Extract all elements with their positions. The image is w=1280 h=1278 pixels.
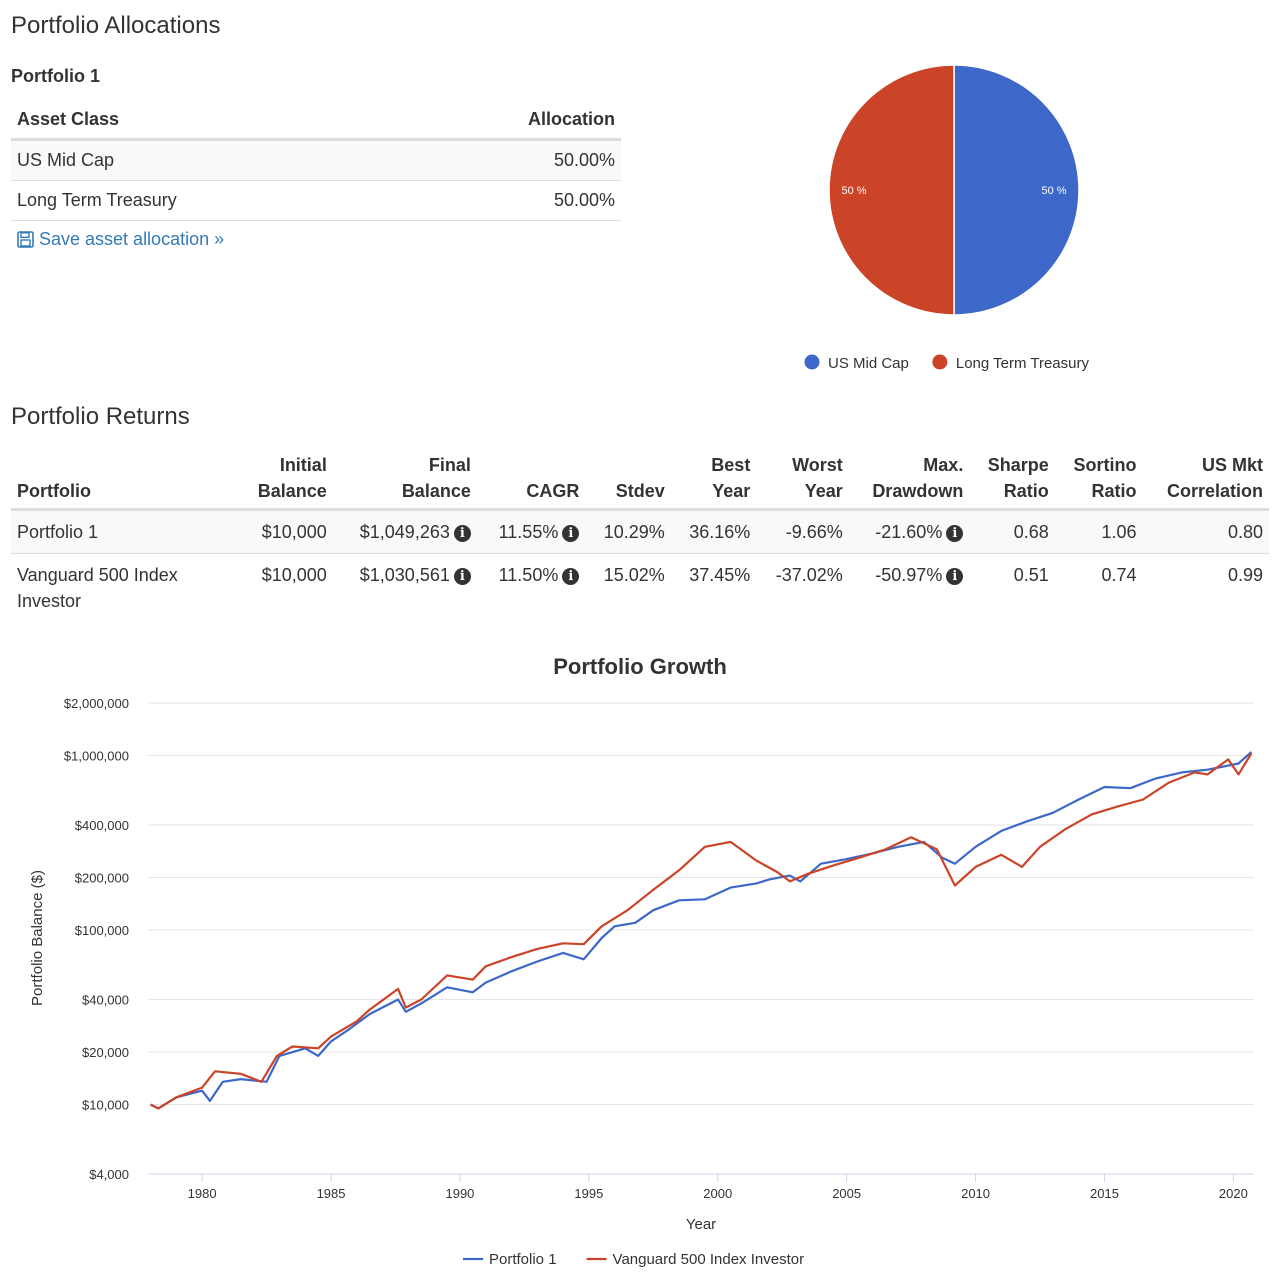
legend-marker: [932, 354, 948, 370]
chart-title: Portfolio Growth: [553, 654, 727, 679]
x-tick-label: 2000: [703, 1186, 732, 1201]
cagr-cell: 11.55% i: [476, 509, 586, 554]
sortino-cell: 0.74: [1101, 565, 1137, 585]
portfolio-cell: Vanguard 500 Index Investor: [17, 565, 178, 611]
pie-legend-label: Long Term Treasury: [956, 355, 1090, 372]
sortino-cell: 1.06: [1054, 509, 1143, 554]
returns-header-row: Portfolio Initial Balance Final Balance CA…: [11, 448, 1269, 511]
correlation-cell: 0.80: [1142, 509, 1269, 554]
legend-marker: [804, 354, 820, 370]
sharpe-cell: 0.51: [1013, 565, 1049, 585]
y-tick-label: $20,000: [82, 1045, 129, 1060]
y-tick-label: $100,000: [75, 923, 129, 938]
table-row: Portfolio 1 $10,000 $1,049,263 i 11.55% i …: [11, 509, 1269, 554]
info-icon[interactable]: i: [453, 525, 471, 542]
info-icon[interactable]: i: [453, 568, 471, 585]
pie-slice-label: 50 %: [1041, 185, 1066, 197]
info-icon[interactable]: i: [946, 568, 964, 585]
header-stdev: Stdev: [585, 448, 671, 511]
x-tick-label: 2015: [1090, 1186, 1119, 1201]
header-sharpe-ratio: Sharpe Ratio: [969, 448, 1055, 511]
x-tick-label: 1990: [445, 1186, 474, 1201]
y-tick-label: $1,000,000: [64, 749, 129, 764]
best-year-cell: 36.16%: [670, 509, 757, 554]
final-balance-cell: $1,049,263 i: [332, 509, 477, 554]
stdev-cell: 15.02%: [603, 565, 665, 585]
header-portfolio: Portfolio: [11, 448, 238, 511]
cagr-cell: 11.50% i: [477, 554, 585, 623]
returns-table: Portfolio Initial Balance Final Balance CA…: [11, 448, 1269, 622]
header-sortino-ratio: Sortino Ratio: [1054, 448, 1143, 511]
header-asset-class: Asset Class: [11, 100, 398, 141]
header-max-drawdown: Max. Drawdown: [848, 448, 970, 511]
initial-balance-cell: $10,000: [238, 509, 333, 554]
allocation-portfolio-name: Portfolio 1: [11, 66, 100, 86]
header-final-balance: Final Balance: [332, 448, 477, 511]
max-drawdown-cell: -50.97% i: [849, 554, 970, 623]
y-tick-label: $40,000: [82, 992, 129, 1007]
header-best-year: Best Year: [670, 448, 757, 511]
y-tick-label: $2,000,000: [64, 696, 129, 711]
asset-cell: Long Term Treasury: [11, 180, 398, 221]
portfolio-cell: Portfolio 1: [11, 509, 238, 554]
pie-slice-us-mid-cap[interactable]: [953, 64, 1080, 316]
y-tick-label: $200,000: [75, 871, 129, 886]
info-icon[interactable]: i: [562, 568, 580, 585]
y-tick-label: $10,000: [82, 1098, 129, 1113]
growth-legend-item[interactable]: Portfolio 1: [463, 1251, 557, 1268]
x-tick-label: 1995: [574, 1186, 603, 1201]
header-initial-balance: Initial Balance: [238, 448, 333, 511]
allocation-table: Asset Class Allocation US Mid Cap 50.00%…: [11, 100, 621, 221]
header-allocation: Allocation: [397, 100, 621, 141]
allocation-cell: 50.00%: [397, 139, 621, 181]
growth-legend-label: Vanguard 500 Index Investor: [613, 1251, 805, 1268]
best-year-cell: 37.45%: [689, 565, 751, 585]
header-us-mkt-correlation: US Mkt Correlation: [1142, 448, 1269, 511]
max-drawdown-cell: -21.60% i: [848, 509, 970, 554]
worst-year-cell: -9.66%: [756, 509, 849, 554]
allocation-pie-chart: 50 % 50 % US Mid Cap Long Term Treasury: [804, 64, 1090, 373]
table-row: Vanguard 500 Index Investor $10,000 $1,0…: [11, 554, 1269, 623]
x-tick-label: 2010: [961, 1186, 990, 1201]
series-line-portfolio-1[interactable]: [150, 751, 1253, 1110]
table-row: US Mid Cap 50.00%: [11, 139, 621, 181]
info-icon[interactable]: i: [562, 525, 580, 542]
correlation-cell: 0.99: [1227, 565, 1263, 585]
returns-heading: Portfolio Returns: [11, 403, 190, 430]
stdev-cell: 10.29%: [585, 509, 671, 554]
growth-legend-label: Portfolio 1: [489, 1251, 557, 1268]
allocations-heading: Portfolio Allocations: [11, 12, 221, 39]
final-balance-cell: $1,030,561 i: [333, 554, 477, 623]
x-tick-label: 1980: [188, 1186, 217, 1201]
allocation-cell: 50.00%: [397, 180, 621, 221]
x-axis-label: Year: [686, 1216, 716, 1233]
portfolio-growth-chart: Portfolio Growth $4,000 $10,000 $20,000 $40…: [29, 654, 1254, 1268]
info-icon[interactable]: i: [946, 525, 964, 542]
pie-legend-item[interactable]: Long Term Treasury: [932, 354, 1090, 373]
y-axis-label: Portfolio Balance ($): [29, 870, 46, 1006]
pie-slice-long-term-treasury[interactable]: [828, 64, 955, 316]
pie-legend-item[interactable]: US Mid Cap: [804, 354, 909, 373]
header-cagr: CAGR: [476, 448, 586, 511]
allocation-header-row: Asset Class Allocation: [11, 100, 621, 141]
header-worst-year: Worst Year: [756, 448, 849, 511]
initial-balance-cell: $10,000: [261, 565, 327, 585]
y-tick-label: $4,000: [89, 1167, 129, 1182]
sharpe-cell: 0.68: [969, 509, 1055, 554]
x-tick-label: 2020: [1219, 1186, 1248, 1201]
table-row: Long Term Treasury 50.00%: [11, 180, 621, 221]
save-link-label: Save asset allocation »: [39, 229, 225, 249]
asset-cell: US Mid Cap: [11, 139, 398, 181]
series-line-vanguard-500[interactable]: [150, 752, 1253, 1110]
worst-year-cell: -37.02%: [775, 565, 843, 585]
y-tick-label: $400,000: [75, 818, 129, 833]
pie-slice-label: 50 %: [841, 185, 866, 197]
floppy-disk-icon: [17, 231, 34, 248]
pie-legend-label: US Mid Cap: [828, 355, 909, 372]
save-asset-allocation-link[interactable]: Save asset allocation »: [17, 229, 224, 250]
x-tick-label: 2005: [832, 1186, 861, 1201]
x-tick-label: 1985: [317, 1186, 346, 1201]
growth-legend-item[interactable]: Vanguard 500 Index Investor: [586, 1251, 805, 1268]
